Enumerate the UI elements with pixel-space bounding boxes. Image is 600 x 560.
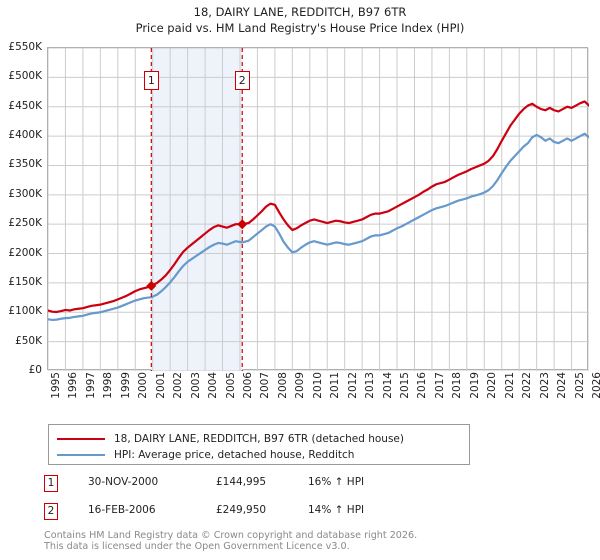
sale-marker-point xyxy=(237,219,248,230)
legend-swatch-price xyxy=(57,438,105,440)
y-tick-label: £500K xyxy=(8,70,42,83)
x-tick-label: 1999 xyxy=(119,372,132,399)
x-axis-labels: 1995 1996 1997 1998 1999 2000 2001 2002 2003 2004… xyxy=(0,372,600,418)
table-row: 2 16-FEB-2006 £249,950 14% ↑ HPI xyxy=(44,503,584,525)
chart-title: 18, DAIRY LANE, REDDITCH, B97 6TR xyxy=(193,5,407,19)
txn-hpi-delta: 16% ↑ HPI xyxy=(308,476,365,488)
legend-label-hpi: HPI: Average price, detached house, Redd… xyxy=(114,449,355,461)
x-tick-label: 2021 xyxy=(503,372,516,399)
txn-index-badge: 2 xyxy=(44,503,58,520)
x-tick-label: 2011 xyxy=(329,372,342,399)
table-row: 1 30-NOV-2000 £144,995 16% ↑ HPI xyxy=(44,475,584,497)
x-tick-label: 2026 xyxy=(591,372,600,399)
x-tick-label: 2000 xyxy=(137,372,150,399)
y-tick-label: £150K xyxy=(8,275,42,288)
x-tick-label: 2025 xyxy=(573,372,586,399)
txn-price: £144,995 xyxy=(216,476,267,488)
page-title: 18, DAIRY LANE, REDDITCH, B97 6TR Price … xyxy=(0,4,600,36)
txn-hpi-delta: 14% ↑ HPI xyxy=(308,504,365,516)
footer-line-1: Contains HM Land Registry data © Crown c… xyxy=(44,530,418,541)
x-tick-label: 2012 xyxy=(346,372,359,399)
x-tick-label: 2007 xyxy=(259,372,272,399)
x-tick-label: 2008 xyxy=(276,372,289,399)
x-tick-label: 2005 xyxy=(224,372,237,399)
x-tick-label: 2016 xyxy=(416,372,429,399)
x-tick-label: 2003 xyxy=(189,372,202,399)
y-tick-label: £0 xyxy=(28,364,42,376)
x-tick-label: 1997 xyxy=(84,372,97,399)
x-tick-label: 2009 xyxy=(294,372,307,399)
txn-date: 30-NOV-2000 xyxy=(88,476,159,488)
sale-marker-point xyxy=(146,280,157,291)
y-tick-label: £400K xyxy=(8,129,42,142)
ownership-band xyxy=(151,48,243,371)
x-tick-label: 2019 xyxy=(468,372,481,399)
x-tick-label: 2014 xyxy=(381,372,394,399)
series-line-price-paid xyxy=(48,100,589,314)
x-tick-label: 2006 xyxy=(241,372,254,399)
legend-entry-hpi: HPI: Average price, detached house, Redd… xyxy=(57,447,354,463)
y-tick-label: £450K xyxy=(8,99,42,112)
chart-subtitle: Price paid vs. HM Land Registry's House … xyxy=(135,21,465,35)
txn-index-badge: 1 xyxy=(44,475,58,492)
y-tick-label: £350K xyxy=(8,158,42,171)
x-tick-label: 1995 xyxy=(50,372,62,399)
x-tick-label: 2018 xyxy=(451,372,464,399)
y-tick-label: £300K xyxy=(8,187,42,200)
txn-date: 16-FEB-2006 xyxy=(88,504,156,516)
legend-swatch-hpi xyxy=(57,454,105,456)
txn-price: £249,950 xyxy=(216,504,267,516)
chart-svg xyxy=(48,48,589,371)
y-tick-label: £550K xyxy=(8,41,42,53)
y-axis-labels: £0 £50K £100K £150K £200K £250K £300K £350K £400… xyxy=(0,0,45,420)
y-tick-label: £250K xyxy=(8,217,42,230)
x-tick-label: 2004 xyxy=(207,372,220,399)
x-tick-label: 2023 xyxy=(538,372,551,399)
x-tick-label: 2015 xyxy=(399,372,412,399)
footer-line-2: This data is licensed under the Open Gov… xyxy=(44,541,350,552)
chart-legend: 18, DAIRY LANE, REDDITCH, B97 6TR (detac… xyxy=(48,424,470,465)
sale-marker-flag: 2 xyxy=(234,71,250,90)
x-tick-label: 2001 xyxy=(154,372,167,399)
x-tick-label: 2024 xyxy=(556,372,569,399)
y-tick-label: £200K xyxy=(8,246,42,259)
x-tick-label: 2020 xyxy=(486,372,499,399)
y-tick-label: £50K xyxy=(15,334,42,347)
legend-label-price: 18, DAIRY LANE, REDDITCH, B97 6TR (detac… xyxy=(114,433,404,445)
x-tick-label: 1996 xyxy=(67,372,80,399)
y-tick-label: £100K xyxy=(8,305,42,318)
sale-marker-flag: 1 xyxy=(143,71,159,90)
x-tick-label: 2017 xyxy=(433,372,446,399)
series-line-hpi xyxy=(48,132,589,322)
x-tick-label: 2013 xyxy=(364,372,377,399)
legend-entry-price: 18, DAIRY LANE, REDDITCH, B97 6TR (detac… xyxy=(57,431,404,447)
x-tick-label: 1998 xyxy=(102,372,115,399)
x-tick-label: 2010 xyxy=(311,372,324,399)
x-tick-label: 2002 xyxy=(172,372,185,399)
footer-attribution: Contains HM Land Registry data © Crown c… xyxy=(44,530,590,552)
x-tick-label: 2022 xyxy=(521,372,534,399)
